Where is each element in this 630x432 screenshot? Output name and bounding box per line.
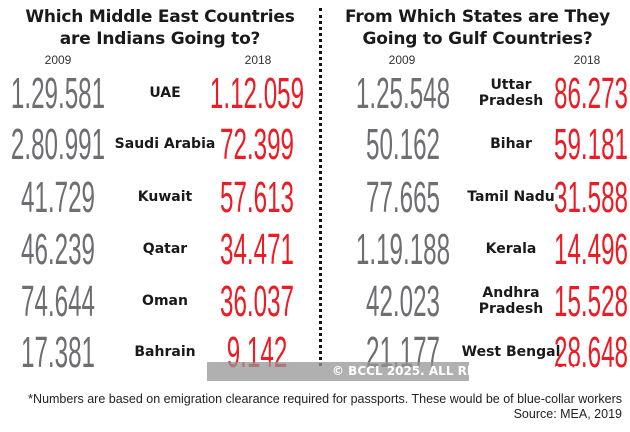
table-row: 50.162 Bihar 59.181 <box>315 119 630 169</box>
value-2009: 74.644 <box>20 277 96 326</box>
left-title: Which Middle East Countries are Indians … <box>0 6 320 50</box>
value-2018: 31.588 <box>553 173 629 222</box>
table-row: 1.25.548 Uttar Pradesh 86.273 <box>315 68 630 118</box>
right-title-line2: Going to Gulf Countries? <box>362 29 593 49</box>
table-row: 74.644 Oman 36.037 <box>0 276 315 326</box>
left-year-2018: 2018 <box>244 53 272 67</box>
value-2018: 14.496 <box>553 225 629 274</box>
right-title-line1: From Which States are They <box>345 7 610 27</box>
table-row: 2.80.991 Saudi Arabia 72.399 <box>0 119 315 169</box>
right-title: From Which States are They Going to Gulf… <box>325 6 630 50</box>
value-2018: 36.037 <box>219 277 295 326</box>
footnote: *Numbers are based on emigration clearan… <box>28 392 622 406</box>
value-2009: 1.25.548 <box>355 69 451 118</box>
left-title-line1: Which Middle East Countries <box>25 7 295 27</box>
row-name: Kerala <box>485 241 537 257</box>
left-title-line2: are Indians Going to? <box>59 29 261 49</box>
value-2018: 59.181 <box>553 120 629 169</box>
value-2009: 46.239 <box>20 225 96 274</box>
value-2018: 28.648 <box>553 328 629 377</box>
value-2018: 57.613 <box>219 173 295 222</box>
value-2009: 77.665 <box>365 173 441 222</box>
row-name: Andhra Pradesh <box>478 285 544 317</box>
row-name: Tamil Nadu <box>467 189 555 205</box>
row-name: UAE <box>149 85 181 101</box>
row-name: Oman <box>142 293 188 309</box>
row-name: Kuwait <box>137 189 193 205</box>
row-name: Bahrain <box>134 344 196 360</box>
table-row: 1.29.581 UAE 1.12.059 <box>0 68 315 118</box>
value-2018: 1.12.059 <box>209 69 305 118</box>
watermark-text: © BCCL 2025. ALL RIGHTS RESERVED. <box>332 364 588 378</box>
value-2018: 15.528 <box>553 277 629 326</box>
right-year-2009: 2009 <box>388 53 416 67</box>
value-2009: 1.29.581 <box>10 69 106 118</box>
table-row: 42.023 Andhra Pradesh 15.528 <box>315 276 630 326</box>
row-name: Qatar <box>142 241 188 257</box>
value-2018: 86.273 <box>553 69 629 118</box>
table-row: 41.729 Kuwait 57.613 <box>0 172 315 222</box>
value-2009: 42.023 <box>365 277 441 326</box>
value-2018: 72.399 <box>219 120 295 169</box>
value-2018: 34.471 <box>219 225 295 274</box>
row-name: Uttar Pradesh <box>478 77 544 109</box>
watermark: © BCCL 2025. ALL RIGHTS RESERVED. <box>207 362 588 381</box>
value-2009: 41.729 <box>20 173 96 222</box>
value-2009: 17.381 <box>20 328 96 377</box>
table-row: 1.19.188 Kerala 14.496 <box>315 224 630 274</box>
dotted-divider <box>319 8 322 366</box>
row-name: Bihar <box>490 136 532 152</box>
source: Source: MEA, 2019 <box>513 407 622 421</box>
value-2009: 50.162 <box>365 120 441 169</box>
row-name: West Bengal <box>461 344 561 360</box>
row-name: Saudi Arabia <box>114 136 216 152</box>
table-row: 77.665 Tamil Nadu 31.588 <box>315 172 630 222</box>
value-2009: 1.19.188 <box>355 225 451 274</box>
table-row: 46.239 Qatar 34.471 <box>0 224 315 274</box>
value-2009: 2.80.991 <box>10 120 106 169</box>
right-year-2018: 2018 <box>573 53 601 67</box>
left-year-2009: 2009 <box>44 53 72 67</box>
